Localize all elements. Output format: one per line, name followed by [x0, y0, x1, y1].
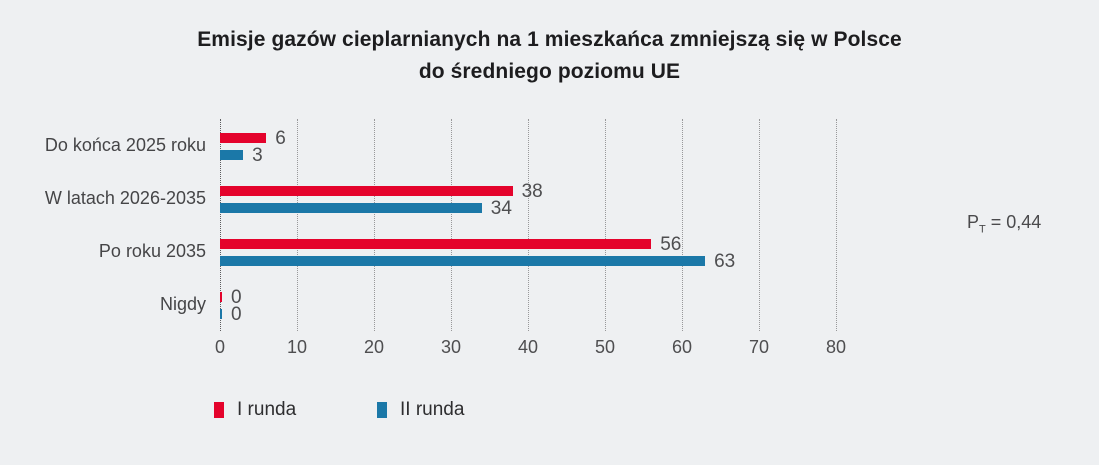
pt-value: = 0,44 [990, 212, 1042, 232]
legend-swatch-runda1-icon [214, 402, 224, 418]
legend-label-runda2: II runda [400, 399, 465, 420]
value-label-ii-runda-row0: 3 [252, 145, 263, 166]
gridline-60 [682, 119, 683, 331]
gridline-0 [220, 119, 221, 331]
value-label-ii-runda-row1: 34 [490, 198, 512, 219]
legend-label-runda1: I runda [237, 399, 297, 420]
legend-swatch-runda2-icon [377, 402, 387, 418]
bar-i-runda-row0 [220, 133, 267, 143]
x-tick-label-80: 80 [825, 337, 847, 357]
value-label-ii-runda-row3: 0 [231, 304, 242, 325]
bar-ii-runda-row0 [220, 150, 244, 160]
category-label-0: Do końca 2025 roku [44, 135, 206, 155]
x-axis: 0 10 20 30 40 50 60 70 80 [215, 337, 846, 359]
x-tick-label-60: 60 [671, 337, 693, 357]
pt-annotation: PT = 0,44 [967, 212, 1041, 236]
bar-i-runda-row2 [220, 239, 652, 249]
gridline-40 [528, 119, 529, 331]
x-tick-label-20: 20 [363, 337, 385, 357]
value-label-i-runda-row3: 0 [231, 287, 242, 308]
bar-ii-runda-row2 [220, 256, 706, 266]
value-label-i-runda-row0: 6 [275, 128, 286, 149]
gridline-20 [374, 119, 375, 331]
x-tick-label-0: 0 [214, 337, 226, 357]
value-label-i-runda-row1: 38 [521, 181, 543, 202]
legend-item-runda1: I runda [214, 399, 296, 421]
gridline-10 [297, 119, 298, 331]
gridline-80 [836, 119, 837, 331]
gridline-50 [605, 119, 606, 331]
value-label-ii-runda-row2: 63 [714, 251, 736, 272]
gridline-70 [759, 119, 760, 331]
plot-area: 6 3 38 34 56 63 0 0 [220, 119, 837, 331]
bar-ii-runda-row1 [220, 203, 482, 213]
x-tick-label-40: 40 [517, 337, 539, 357]
chart-title-line1: Emisje gazów cieplarnianych na 1 mieszka… [197, 28, 902, 51]
category-label-1: W latach 2026-2035 [44, 188, 206, 208]
category-label-2: Po roku 2035 [98, 241, 206, 261]
bar-i-runda-row1 [220, 186, 513, 196]
chart-title: Emisje gazów cieplarnianych na 1 mieszka… [0, 24, 1099, 88]
legend-item-runda2: II runda [377, 399, 464, 421]
gridline-30 [451, 119, 452, 331]
category-label-3: Nigdy [159, 294, 206, 314]
bar-ii-runda-row3 [220, 309, 222, 319]
pt-symbol: P [967, 212, 980, 232]
x-tick-label-50: 50 [594, 337, 616, 357]
pt-subscript: T [979, 223, 986, 236]
legend: I runda II runda [0, 399, 1099, 421]
x-tick-label-30: 30 [440, 337, 462, 357]
bar-i-runda-row3 [220, 292, 222, 302]
value-label-i-runda-row2: 56 [660, 234, 682, 255]
x-tick-label-10: 10 [286, 337, 308, 357]
chart-title-line2: do średniego poziomu UE [418, 60, 681, 83]
x-tick-label-70: 70 [748, 337, 770, 357]
